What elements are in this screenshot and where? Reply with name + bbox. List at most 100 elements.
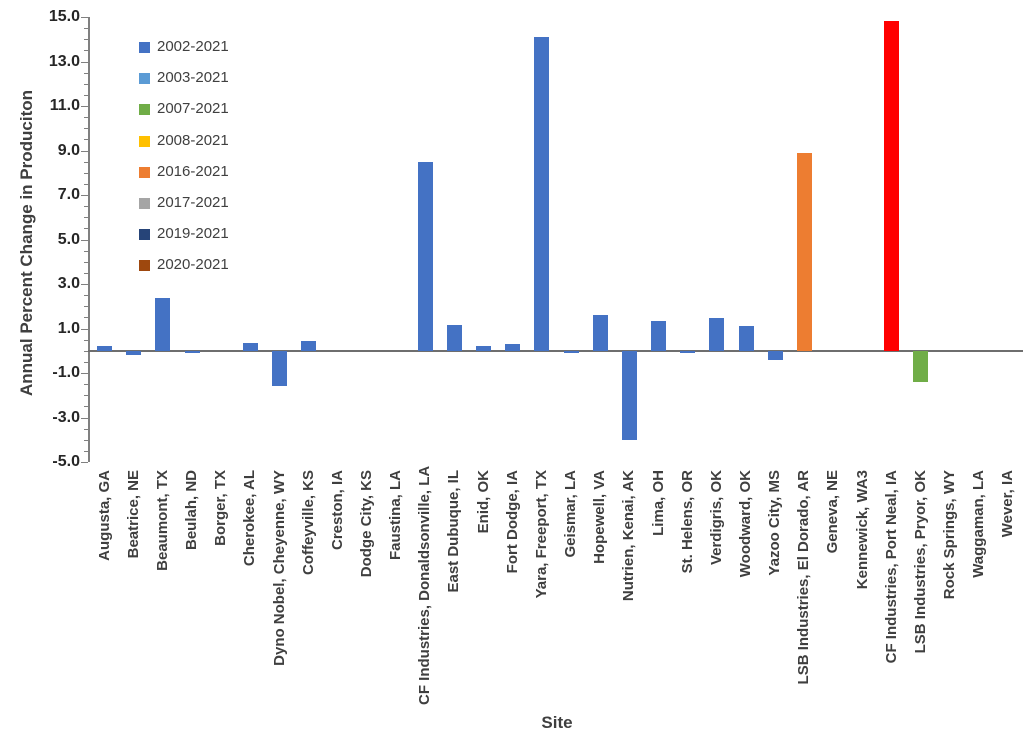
x-category-label: Fort Dodge, IA <box>503 470 521 574</box>
x-category-label: Enid, OK <box>474 470 492 534</box>
x-category-label: Rock Springs, WY <box>941 470 959 600</box>
y-tick-label: 15.0 <box>48 8 80 25</box>
legend-label: 2020-2021 <box>157 256 229 274</box>
legend-swatch-icon <box>139 135 150 147</box>
bar-4 <box>184 350 200 353</box>
y-minor-tick <box>84 440 88 441</box>
y-tick-label: 13.0 <box>48 52 80 70</box>
legend-swatch-icon <box>139 166 150 178</box>
y-minor-tick <box>84 173 88 174</box>
x-category-label: Geneva, NE <box>824 470 842 554</box>
x-category-label: Borger, TX <box>212 470 230 546</box>
y-tick-label: -1.0 <box>52 364 80 381</box>
x-category-label: Waggaman, LA <box>970 470 988 578</box>
y-major-tick <box>81 17 88 18</box>
x-category-label: Creston, IA <box>328 470 346 551</box>
y-minor-tick <box>84 451 88 452</box>
legend-item: 2020-2021 <box>139 256 229 276</box>
legend-swatch-icon <box>139 73 150 85</box>
x-category-label: Lima, OH <box>649 470 667 536</box>
y-minor-tick <box>84 362 88 363</box>
bar-25 <box>796 152 812 351</box>
x-category-label: Augusta, GA <box>95 470 113 561</box>
y-minor-tick <box>84 306 88 307</box>
y-minor-tick <box>84 117 88 118</box>
y-tick-label: 9.0 <box>57 141 80 159</box>
x-category-label: Beaumont, TX <box>153 470 171 571</box>
x-category-label: Nutrien, Kenai, AK <box>620 470 638 602</box>
y-major-tick <box>81 195 88 196</box>
x-category-label: LSB Industries, Pryor, OK <box>911 470 929 654</box>
bar-13 <box>446 325 462 351</box>
legend-swatch-icon <box>139 198 150 209</box>
y-minor-tick <box>84 50 88 51</box>
legend-label: 2002-2021 <box>157 38 229 55</box>
y-minor-tick <box>84 351 88 352</box>
x-category-label: East Dubuque, IL <box>445 470 463 593</box>
y-major-tick <box>81 418 88 419</box>
y-minor-tick <box>84 139 88 140</box>
bar-21 <box>680 350 696 353</box>
x-category-label: Beulah, ND <box>183 470 201 551</box>
y-minor-tick <box>84 406 88 407</box>
y-minor-tick <box>84 295 88 296</box>
bar-24 <box>767 350 783 360</box>
y-tick-label: 5.0 <box>57 230 80 248</box>
x-category-label: Woodward, OK <box>737 470 755 578</box>
y-minor-tick <box>84 217 88 218</box>
y-minor-tick <box>84 384 88 385</box>
legend-swatch-icon <box>139 229 150 241</box>
y-major-tick <box>81 462 88 463</box>
bar-3 <box>155 298 171 351</box>
legend-item: 2019-2021 <box>139 225 229 245</box>
y-minor-tick <box>84 429 88 430</box>
y-tick-label: -3.0 <box>52 408 80 426</box>
y-major-tick <box>81 373 88 374</box>
legend-swatch-icon <box>139 42 150 53</box>
y-minor-tick <box>84 184 88 185</box>
x-category-label: Verdigris, OK <box>707 470 725 566</box>
y-minor-tick <box>84 28 88 29</box>
bar-22 <box>709 318 725 351</box>
legend-label: 2016-2021 <box>157 162 229 180</box>
y-major-tick <box>81 106 88 107</box>
bar-7 <box>272 350 288 387</box>
bar-28 <box>884 21 900 351</box>
legend-item: 2008-2021 <box>139 132 229 152</box>
legend-swatch-icon <box>139 260 150 272</box>
y-tick-label: 1.0 <box>57 319 80 337</box>
y-major-tick <box>81 151 88 152</box>
y-major-tick <box>81 62 88 63</box>
legend-item: 2016-2021 <box>139 163 229 183</box>
legend-item: 2002-2021 <box>139 38 229 58</box>
x-category-label: Hopewell, VA <box>591 470 609 564</box>
x-category-label: CF Industries, Port Neal, IA <box>882 470 900 664</box>
bar-6 <box>242 342 258 351</box>
bar-15 <box>505 344 521 351</box>
bar-8 <box>301 340 317 351</box>
x-category-label: CF Industries, Donaldsonville, LA <box>416 465 434 705</box>
x-axis-title: Site <box>541 713 573 732</box>
x-category-label: Coffeyville, KS <box>299 470 317 576</box>
y-major-tick <box>81 284 88 285</box>
x-category-label: Cherokee, AL <box>241 470 259 567</box>
bar-17 <box>563 350 579 353</box>
legend-label: 2003-2021 <box>157 69 229 87</box>
x-category-label: Yara, Freeport, TX <box>532 470 550 599</box>
bar-2 <box>126 350 142 356</box>
x-category-label: Geismar, LA <box>562 470 580 558</box>
bar-18 <box>592 315 608 351</box>
legend-label: 2007-2021 <box>157 100 229 118</box>
y-minor-tick <box>84 206 88 207</box>
bar-1 <box>97 346 113 351</box>
y-minor-tick <box>84 39 88 40</box>
y-minor-tick <box>84 84 88 85</box>
y-minor-tick <box>84 395 88 396</box>
y-minor-tick <box>84 162 88 163</box>
x-category-label: Faustina, LA <box>387 470 405 561</box>
y-tick-label: 11.0 <box>49 97 80 114</box>
legend-item: 2003-2021 <box>139 69 229 89</box>
y-major-tick <box>81 329 88 330</box>
x-category-label: Kennewick, WA3 <box>853 470 871 590</box>
